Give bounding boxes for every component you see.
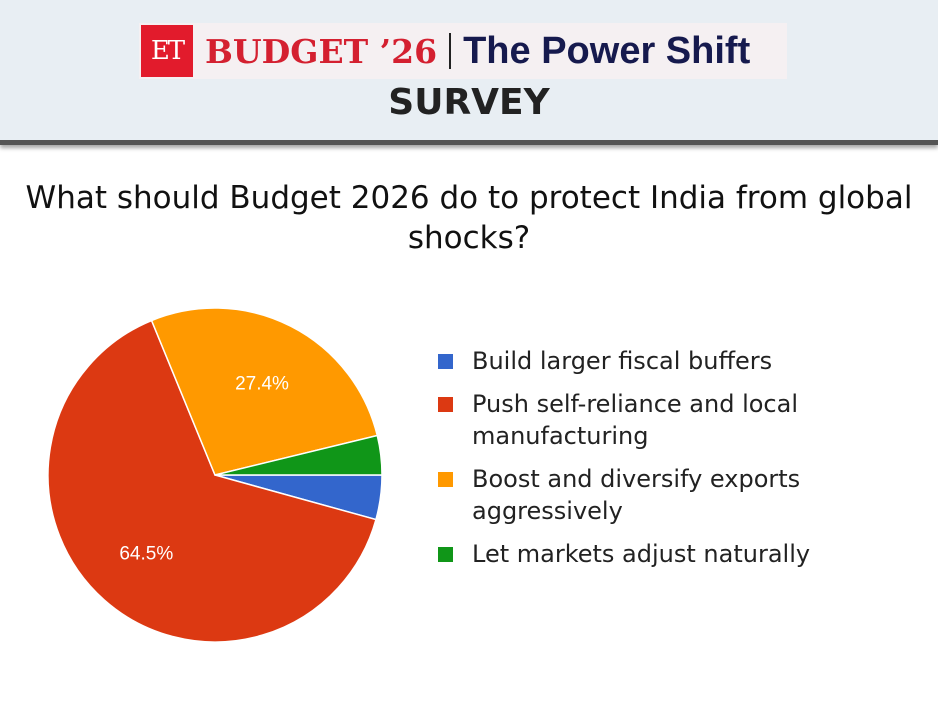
brand-banner: ET BUDGET ’26 The Power Shift — [139, 23, 787, 79]
et-logo: ET — [141, 25, 193, 77]
legend-item: Push self-reliance and local manufacturi… — [438, 388, 872, 452]
legend-label: Build larger fiscal buffers — [472, 347, 773, 375]
pie-slice — [47, 319, 377, 643]
pie-slice — [214, 434, 383, 476]
budget-title: BUDGET ’26 — [205, 31, 438, 71]
data-label: 27.4% — [235, 374, 289, 395]
chart-title: What should Budget 2026 do to protect In… — [25, 180, 913, 256]
legend: Build larger fiscal buffers Push self-rel… — [438, 345, 872, 581]
pie-slice — [150, 307, 379, 476]
legend-swatch — [438, 354, 453, 369]
legend-label: Push self-reliance and local manufacturi… — [472, 390, 798, 450]
legend-label: Boost and diversify exports aggressively — [472, 465, 801, 525]
data-label: 64.5% — [119, 543, 173, 564]
legend-item: Let markets adjust naturally — [438, 538, 872, 570]
legend-label: Let markets adjust naturally — [472, 540, 811, 568]
legend-swatch — [438, 397, 453, 412]
survey-label: SURVEY — [388, 82, 550, 123]
tagline: The Power Shift — [463, 29, 751, 72]
divider — [449, 33, 452, 69]
legend-item: Build larger fiscal buffers — [438, 345, 872, 377]
legend-item: Boost and diversify exports aggressively — [438, 463, 872, 527]
legend-swatch — [438, 547, 453, 562]
legend-swatch — [438, 472, 453, 487]
header: ET BUDGET ’26 The Power Shift SURVEY — [0, 0, 938, 145]
